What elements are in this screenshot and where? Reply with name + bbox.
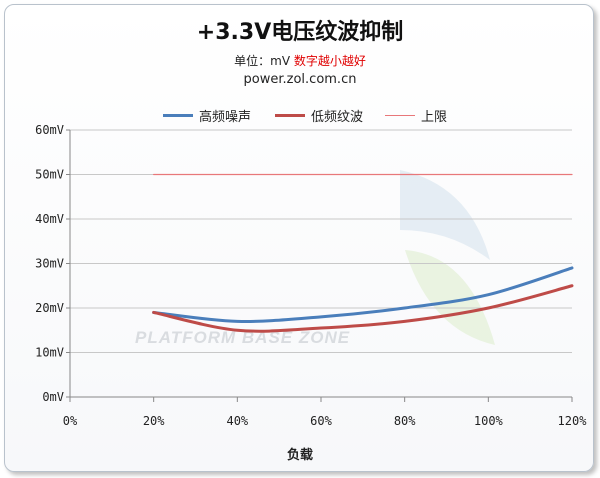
watermark-leaf-green <box>405 250 495 345</box>
watermark-leaf-blue <box>400 170 490 260</box>
chart-title: +3.3V电压纹波抑制 <box>196 20 404 45</box>
series-line-low-freq-ripple <box>152 284 574 333</box>
legend: 高频噪声 低频纹波 上限 <box>0 105 600 125</box>
chart-frame <box>4 4 594 472</box>
legend-item-high-freq-noise: 高频噪声 <box>163 105 251 125</box>
legend-label-low-freq-ripple: 低频纹波 <box>311 109 364 125</box>
y-tick-label: 50mV <box>35 168 64 182</box>
chart-subtitle: 单位：mV 数字越小越好 <box>0 52 600 69</box>
x-tick-label: 80% <box>394 414 416 428</box>
y-tick-label: 60mV <box>35 123 64 137</box>
y-tick-label: 10mV <box>35 346 64 360</box>
x-tick-label: 0% <box>63 414 78 428</box>
subtitle-unit: 单位：mV <box>234 54 294 68</box>
legend-label-high-freq-noise: 高频噪声 <box>199 109 252 125</box>
legend-swatch-low-freq-ripple <box>275 113 305 117</box>
x-tick-label: 100% <box>474 414 504 428</box>
series-line-high-freq-noise <box>152 266 574 323</box>
watermark: PLATFORM BASE ZONE <box>135 170 495 347</box>
legend-swatch-high-freq-noise <box>163 113 193 117</box>
x-tick-label: 120% <box>558 414 588 428</box>
y-tick-label: 0mV <box>42 390 64 404</box>
watermark-text: PLATFORM BASE ZONE <box>135 328 350 347</box>
legend-swatch-upper-limit <box>385 114 415 116</box>
legend-item-low-freq-ripple: 低频纹波 <box>275 105 363 125</box>
y-tick-label: 30mV <box>35 257 64 271</box>
legend-label-upper-limit: 上限 <box>421 109 448 125</box>
legend-item-upper-limit: 上限 <box>385 105 447 125</box>
y-tick-label: 40mV <box>35 212 64 226</box>
x-axis-label: 负载 <box>286 448 313 463</box>
subtitle-note: 数字越小越好 <box>293 54 366 68</box>
x-tick-label: 60% <box>310 414 332 428</box>
source-site: power.zol.com.cn <box>243 72 357 87</box>
x-tick-label: 20% <box>143 414 165 428</box>
y-tick-label: 20mV <box>35 301 64 315</box>
x-tick-label: 40% <box>226 414 248 428</box>
